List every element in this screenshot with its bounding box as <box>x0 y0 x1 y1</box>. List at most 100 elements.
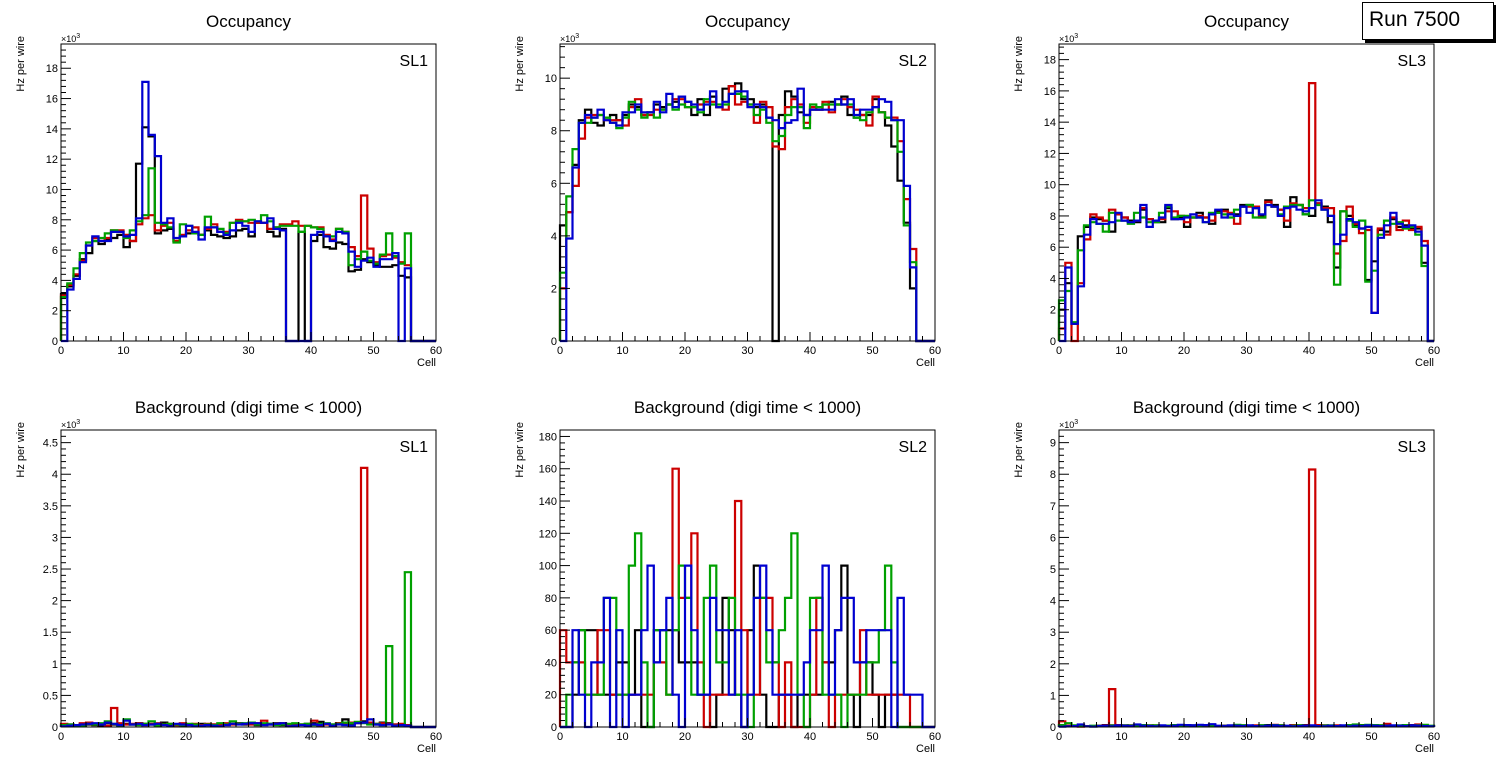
x-tick-label: 40 <box>305 345 317 357</box>
y-tick-label: 16 <box>46 94 58 106</box>
y-tick-label: 160 <box>539 464 557 476</box>
series-green <box>59 571 436 729</box>
y-tick-label: 9 <box>1050 438 1056 450</box>
y-tick-label: 0 <box>52 336 58 348</box>
y-tick-label: 5 <box>1050 564 1056 576</box>
x-tick-label: 30 <box>741 345 753 357</box>
histogram-panel-6: Background (digi time < 1000)0 10 20 30 40 50… <box>1013 398 1440 755</box>
y-tick-label: 180 <box>539 431 557 443</box>
x-tick-label: 10 <box>616 345 628 357</box>
x-axis-label: Cell <box>1415 743 1434 755</box>
x-tick-label: 50 <box>1365 731 1377 743</box>
x-tick-label: 30 <box>741 731 753 743</box>
run-label-box: Run 7500 <box>1362 2 1494 40</box>
x-tick-label: 10 <box>117 731 129 743</box>
run-label: Run 7500 <box>1369 8 1461 31</box>
y-tick-label: 2 <box>1050 659 1056 671</box>
y-tick-label: 2 <box>1050 305 1056 317</box>
y-axis-multiplier: ×103 <box>560 33 579 44</box>
histogram-panel-1: Occupancy 0 10 20 30 40 50 60 0 2 4 6 8 10 12 14 16 18 ×10… <box>15 12 442 369</box>
y-tick-label: 4 <box>52 275 58 287</box>
y-tick-label: 10 <box>1044 180 1056 192</box>
y-tick-label: 2 <box>52 596 58 608</box>
x-axis-label: Cell <box>916 743 935 755</box>
x-tick-label: 30 <box>242 731 254 743</box>
superlayer-label: SL2 <box>899 439 928 456</box>
series-green <box>59 167 436 343</box>
x-tick-label: 20 <box>180 345 192 357</box>
x-tick-label: 50 <box>866 345 878 357</box>
x-tick-label: 40 <box>1303 731 1315 743</box>
series-blue <box>1059 199 1434 343</box>
y-tick-label: 80 <box>545 593 557 605</box>
y-tick-label: 3 <box>52 532 58 544</box>
series-red <box>59 194 436 343</box>
y-tick-label: 2.5 <box>43 564 58 576</box>
y-axis-multiplier: ×103 <box>1059 419 1078 430</box>
y-axis-label: Hz per wire <box>15 36 27 92</box>
y-axis-label: Hz per wire <box>1013 36 1025 92</box>
x-tick-label: 60 <box>430 345 442 357</box>
y-tick-label: 0 <box>551 336 557 348</box>
x-tick-label: 40 <box>1303 345 1315 357</box>
x-tick-label: 50 <box>367 345 379 357</box>
y-tick-label: 4 <box>551 231 557 243</box>
y-axis-label: Hz per wire <box>1013 422 1025 478</box>
y-tick-label: 10 <box>46 184 58 196</box>
y-tick-label: 4 <box>1050 596 1056 608</box>
x-axis-label: Cell <box>417 357 436 369</box>
y-axis-multiplier: ×103 <box>61 419 80 430</box>
y-tick-label: 7 <box>1050 501 1056 513</box>
y-tick-label: 0 <box>1050 722 1056 734</box>
histogram-panel-4: Background (digi time < 1000)0 10 20 30 40 50… <box>15 398 442 755</box>
x-tick-label: 10 <box>616 731 628 743</box>
series-blue <box>59 718 436 729</box>
x-tick-label: 20 <box>1178 345 1190 357</box>
y-tick-label: 0 <box>52 722 58 734</box>
y-axis-label: Hz per wire <box>15 422 27 478</box>
plot-frame <box>1058 429 1435 728</box>
x-tick-label: 40 <box>305 731 317 743</box>
y-axis-label: Hz per wire <box>514 36 526 92</box>
x-tick-label: 50 <box>866 731 878 743</box>
x-tick-label: 60 <box>1428 345 1440 357</box>
superlayer-label: SL3 <box>1398 439 1427 456</box>
x-tick-label: 0 <box>58 731 64 743</box>
y-tick-label: 60 <box>545 625 557 637</box>
y-tick-label: 1 <box>1050 690 1056 702</box>
x-tick-label: 10 <box>1115 731 1127 743</box>
panel-title: Background (digi time < 1000) <box>634 398 861 417</box>
plot-frame <box>60 43 437 342</box>
y-tick-label: 1 <box>52 659 58 671</box>
x-tick-label: 40 <box>804 345 816 357</box>
histogram-panel-3: Occupancy 0 10 20 30 40 50 60 0 2 4 6 8 10 12 14 16 18×10… <box>1013 12 1440 369</box>
y-tick-label: 40 <box>545 657 557 669</box>
series-blue <box>61 80 436 343</box>
y-tick-label: 0 <box>551 722 557 734</box>
y-tick-label: 8 <box>52 215 58 227</box>
x-tick-label: 10 <box>117 345 129 357</box>
y-tick-label: 0 <box>1050 336 1056 348</box>
x-tick-label: 60 <box>929 345 941 357</box>
series-red <box>59 466 436 729</box>
x-axis-label: Cell <box>1415 357 1434 369</box>
plot-frame <box>559 43 936 342</box>
x-axis-label: Cell <box>417 743 436 755</box>
series-green <box>558 92 935 343</box>
y-tick-label: 8 <box>1050 469 1056 481</box>
series-black <box>59 126 436 343</box>
x-tick-label: 60 <box>929 731 941 743</box>
y-tick-label: 120 <box>539 528 557 540</box>
y-tick-label: 140 <box>539 496 557 508</box>
y-tick-label: 10 <box>545 73 557 85</box>
panel-title: Occupancy <box>1204 12 1290 31</box>
superlayer-label: SL3 <box>1398 53 1427 70</box>
series-blue <box>560 564 935 729</box>
x-tick-label: 50 <box>367 731 379 743</box>
panel-title: Background (digi time < 1000) <box>135 398 362 417</box>
panel-title: Background (digi time < 1000) <box>1133 398 1360 417</box>
panel-title: Occupancy <box>705 12 791 31</box>
x-tick-label: 50 <box>1365 345 1377 357</box>
x-tick-label: 0 <box>557 345 563 357</box>
